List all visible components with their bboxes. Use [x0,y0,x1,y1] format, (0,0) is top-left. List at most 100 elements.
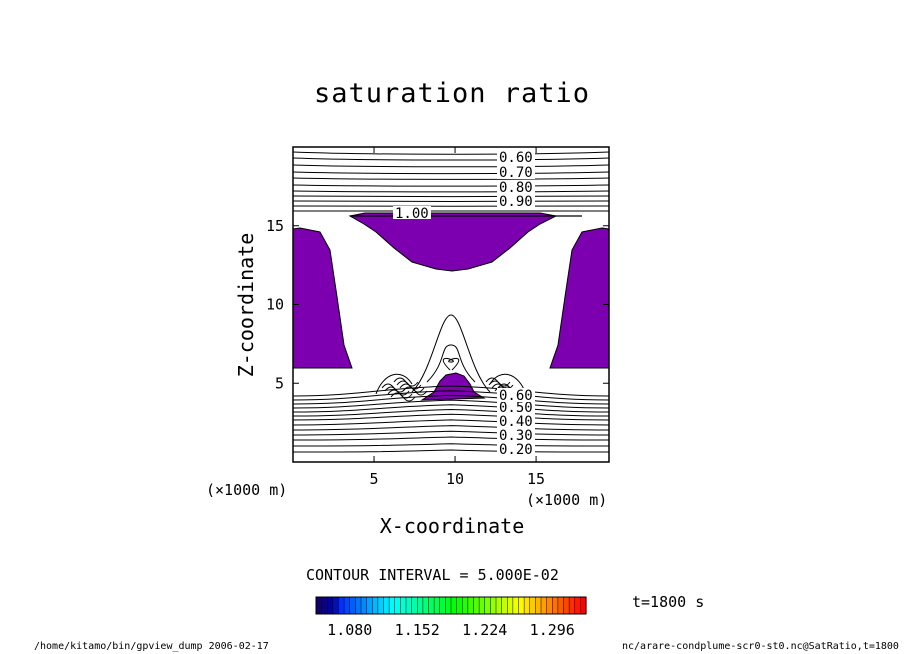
contour-label-bg [497,414,535,428]
colorbar-cell [484,597,491,614]
contour-label: 0.70 [499,165,533,181]
contour-line-upper [292,164,610,168]
colorbar-label: 1.080 [327,621,372,639]
contour-label: 0.30 [499,428,533,444]
contour-line-plume [442,357,460,371]
contour-line-lower [292,408,610,417]
chart-title: saturation ratio [313,78,591,109]
contour-line-plume [411,314,491,393]
y-tick-label: 15 [266,217,284,235]
contour-line-lower [292,399,610,409]
colorbar-cell [563,597,570,614]
colorbar-cell [389,597,396,614]
colorbar-cell [349,597,356,614]
x-unit-label: (×1000 m) [526,491,608,509]
x-axis-label: X-coordinate [379,514,525,538]
contour-label: 0.80 [499,180,533,196]
contour-line-lower [292,419,610,426]
contour-line-wiggle [390,392,416,402]
contour-label: 0.60 [499,388,533,404]
contour-label-bg [497,428,535,442]
colorbar-cell [338,597,345,614]
x-tick-label: 5 [370,470,379,488]
contour-line-upper [292,195,610,198]
colorbar-cell [417,597,424,614]
y-axis-label: Z-coordinate [234,232,258,378]
colorbar-cell [541,597,548,614]
colorbar-cell [451,597,458,614]
colorbar-cell [406,597,413,614]
colorbar-cell [445,597,452,614]
colorbar-label: 1.152 [395,621,440,639]
contour-line-lower [292,385,610,397]
contour-interval: CONTOUR INTERVAL = 5.000E-02 [306,566,559,584]
colorbar-cell [456,597,463,614]
colorbar-cell [479,597,486,614]
contour-label-bg [393,206,431,219]
colorbar-cell [377,597,385,614]
contour-label: 1.00 [395,206,429,222]
colorbar-cell [557,597,565,614]
colorbar: 1.080 1.152 1.224 1.296 [315,596,587,639]
colorbar-cell [501,597,508,614]
contour-line-upper [292,184,610,187]
colorbar-cell [490,597,497,614]
contour-line-lower [292,390,610,401]
contour-line-upper [292,177,610,180]
contour-label: 0.40 [499,414,533,430]
contour-line-upper [292,157,610,161]
axis-ticks: 5 10 15 5 10 15 [266,147,609,488]
colorbar-cell [361,597,368,614]
fill-region-left [292,227,353,369]
colorbar-cell [422,597,430,614]
colorbar-cell [529,597,536,614]
y-tick-label: 5 [275,374,284,392]
colorbar-cell [332,597,340,614]
colorbar-cell [512,597,520,614]
plot-area [292,146,610,463]
fill-region-right [549,227,610,369]
contour-line-shoulder [375,373,413,395]
colorbar-cell [372,597,379,614]
colorbar-cell [518,597,525,614]
colorbar-label: 1.296 [530,621,575,639]
colorbar-cell [400,597,407,614]
x-tick-label: 15 [527,470,545,488]
footer-command: /home/kitamo/bin/gpview_dump 2006-02-17 [34,641,269,652]
contour-line-upper [292,171,610,175]
colorbar-cell [344,597,351,614]
colorbar-cell [439,597,446,614]
colorbar-cell [535,597,542,614]
contour-line-lower [292,413,610,421]
colorbar-cell [496,597,503,614]
contour-label-bg [497,388,535,402]
colorbar-cell [411,597,418,614]
contour-label-bg [497,150,535,164]
z-unit-label: (×1000 m) [206,481,288,499]
colorbar-cell [383,597,390,614]
colorbar-cell [580,597,587,614]
contour-label: 0.90 [499,194,533,210]
colorbar-cell [428,597,435,614]
colorbar-cell [467,597,475,614]
contour-label-bg [497,194,535,208]
colorbar-cell [366,597,373,614]
colorbar-cell [355,597,362,614]
contour-line-wiggle [402,386,428,396]
time-label: t=1800 s [632,593,705,611]
contour-label: 0.60 [499,150,533,166]
contour-line-upper [292,190,610,193]
x-tick-label: 10 [446,470,464,488]
contour-label-bg [497,180,535,194]
colorbar-cell [394,597,401,614]
contour-line-lower [292,449,610,453]
colorbar-cell [574,597,581,614]
contour-line-lower [292,430,610,436]
colorbar-cell [507,597,514,614]
y-tick-label: 10 [266,296,284,314]
contour-line-lower [292,436,610,441]
contour-line-lower [292,404,610,413]
colorbar-cell [473,597,480,614]
contour-label: 0.50 [499,400,533,416]
